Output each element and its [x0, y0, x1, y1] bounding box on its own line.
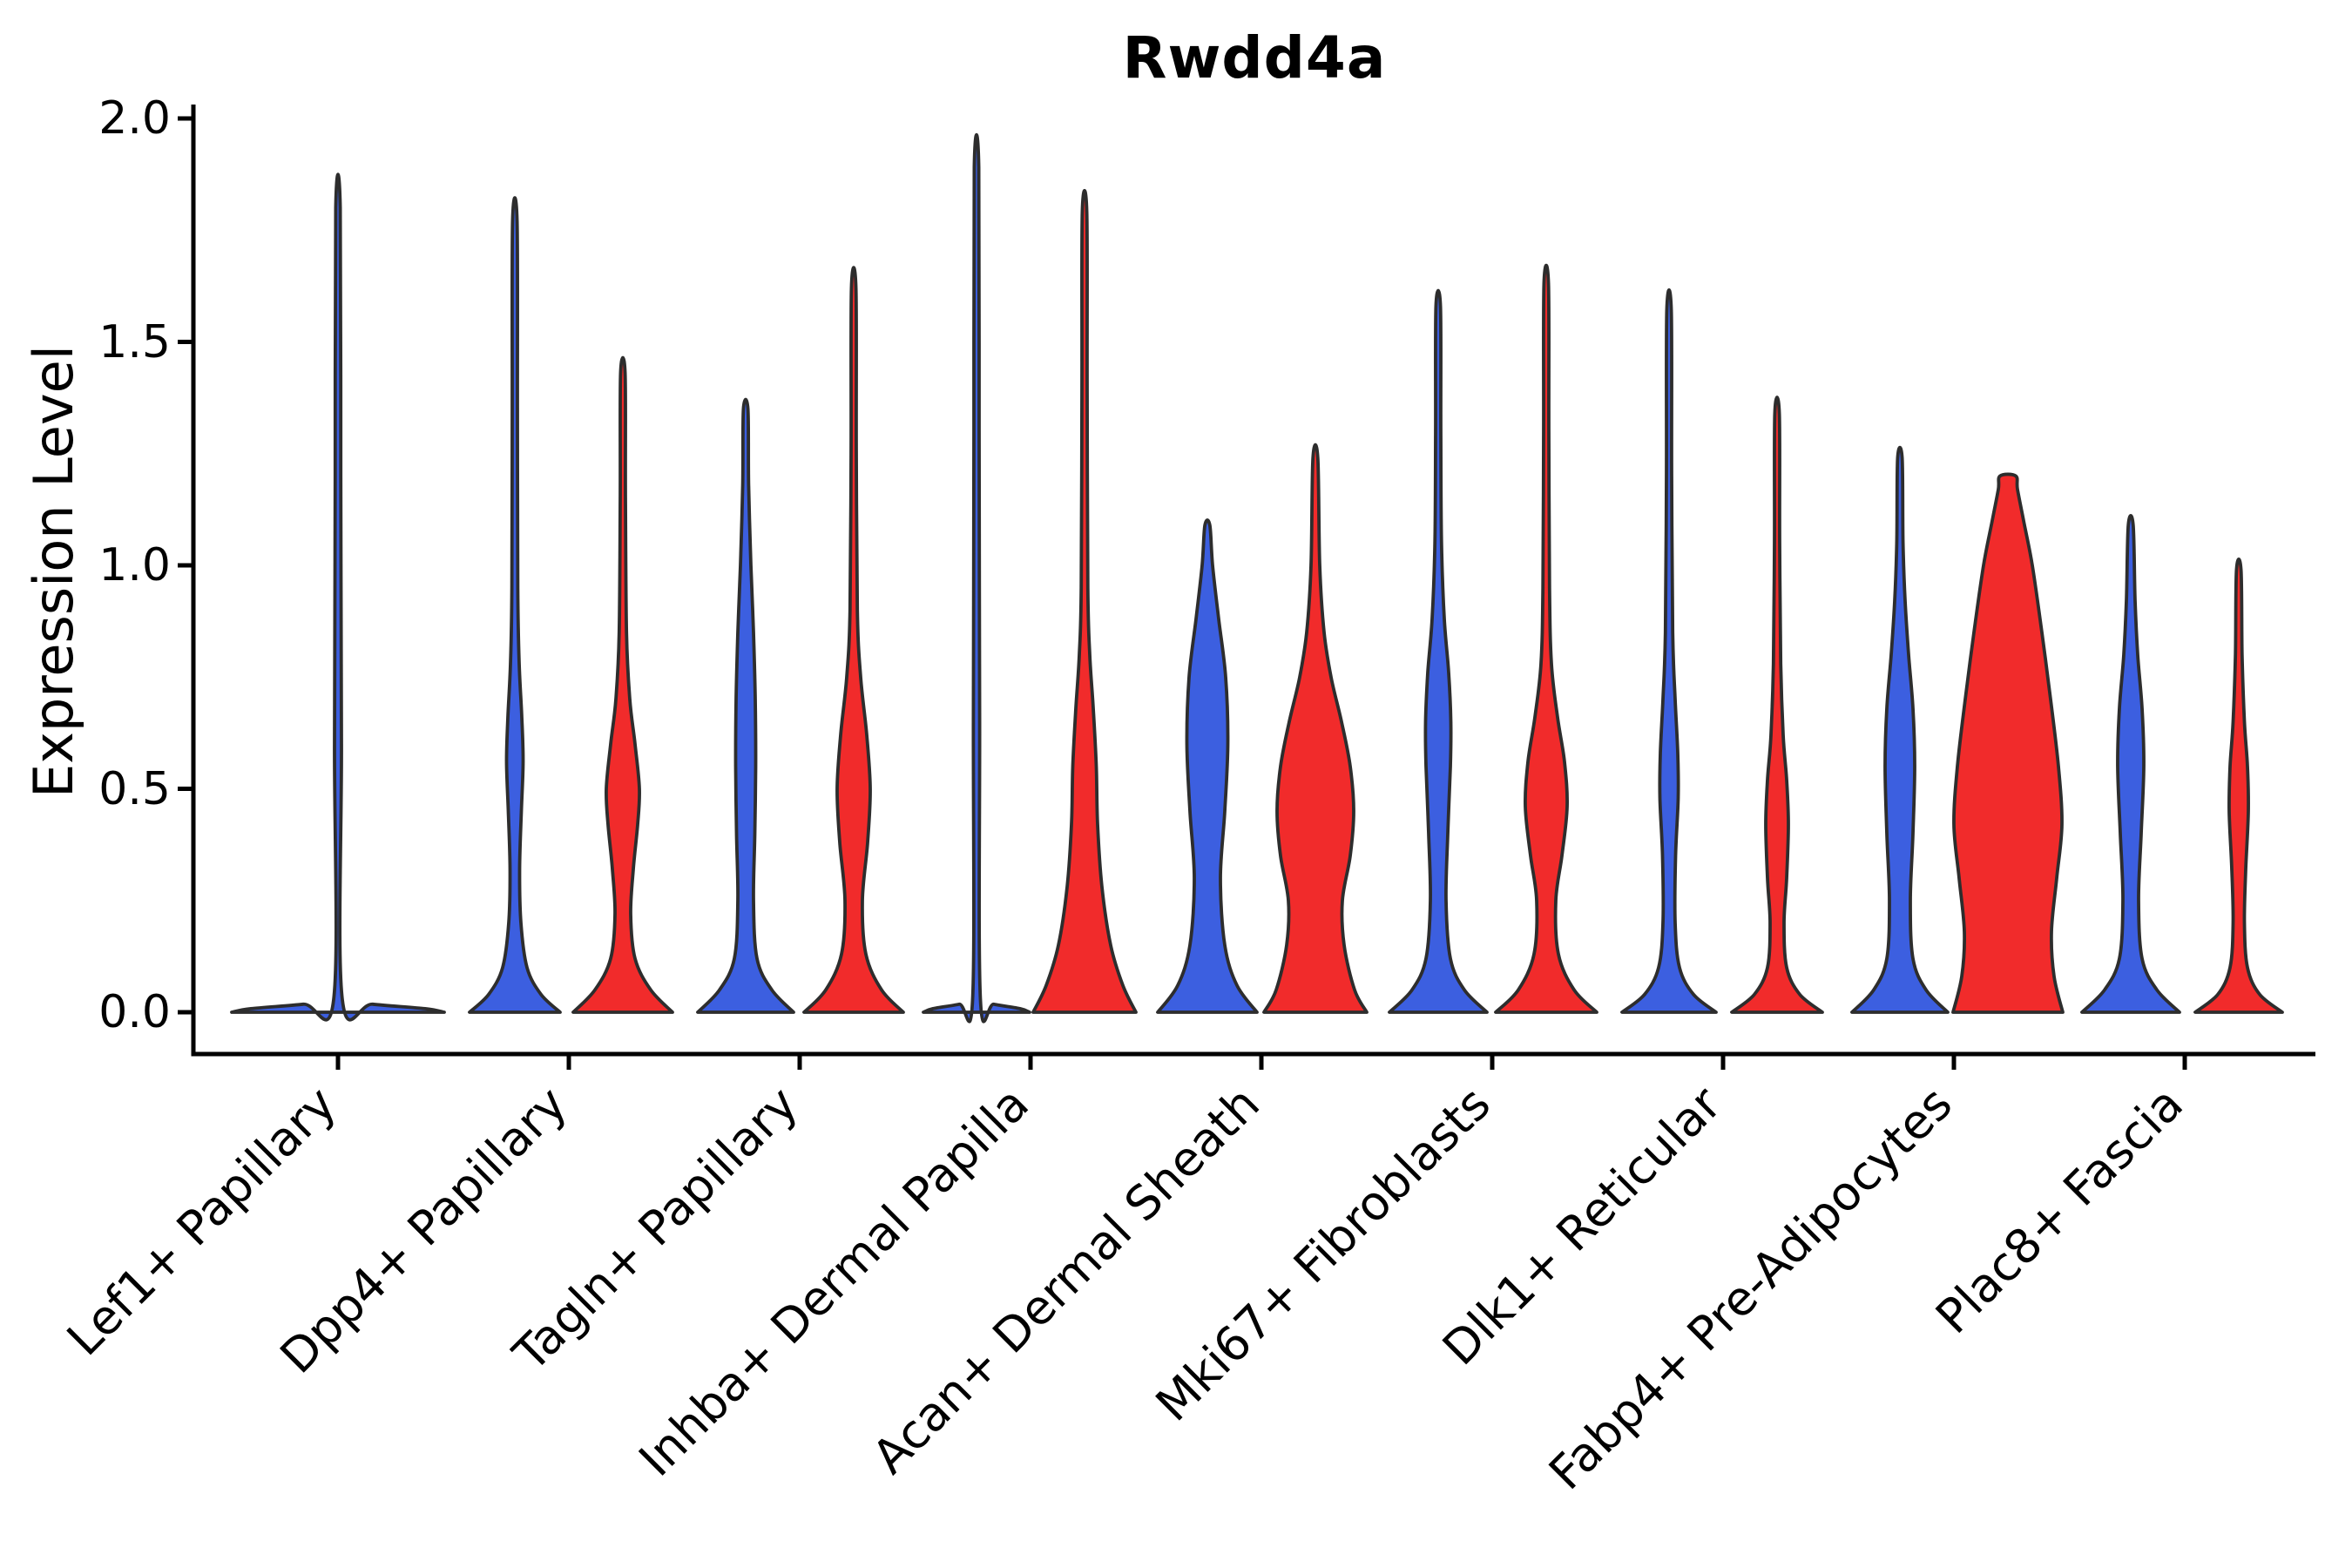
- violin-tagln-papillary-red: [802, 266, 905, 1014]
- violin-dlk1-reticular-red: [1730, 395, 1824, 1014]
- violin-acan-dermal-sheath-red: [1262, 443, 1369, 1014]
- y-tick-label-0.0: 0.0: [98, 986, 171, 1038]
- violin-dlk1-reticular-blue: [1620, 288, 1718, 1014]
- violin-dpp4-papillary-blue: [468, 196, 562, 1014]
- y-tick-label-2.0: 2.0: [98, 92, 171, 145]
- y-tick-label-1.0: 1.0: [98, 539, 171, 591]
- violin-acan-dermal-sheath-blue: [1156, 518, 1259, 1014]
- chart-title: Rwdd4a: [1122, 24, 1387, 91]
- y-tick-label-0.5: 0.5: [98, 762, 171, 815]
- violin-mki67-fibroblasts-blue: [1388, 288, 1489, 1014]
- violin-tagln-papillary-blue: [696, 397, 795, 1014]
- violin-dpp4-papillary-red: [571, 355, 674, 1014]
- violin-inhba-dermal-papilla-blue: [922, 133, 1031, 1024]
- violin-fabp4-pre-adipocytes-red: [1951, 472, 2065, 1014]
- y-tick-label-1.5: 1.5: [98, 315, 171, 368]
- violin-plac8-fascia-red: [2193, 558, 2284, 1014]
- violin-inhba-dermal-papilla-red: [1031, 189, 1138, 1014]
- violin-fabp4-pre-adipocytes-blue: [1850, 445, 1950, 1014]
- violin-mki67-fibroblasts-red: [1494, 263, 1598, 1014]
- violin-plac8-fascia-blue: [2080, 514, 2181, 1014]
- violin-lef1-papillary-blue: [230, 172, 446, 1022]
